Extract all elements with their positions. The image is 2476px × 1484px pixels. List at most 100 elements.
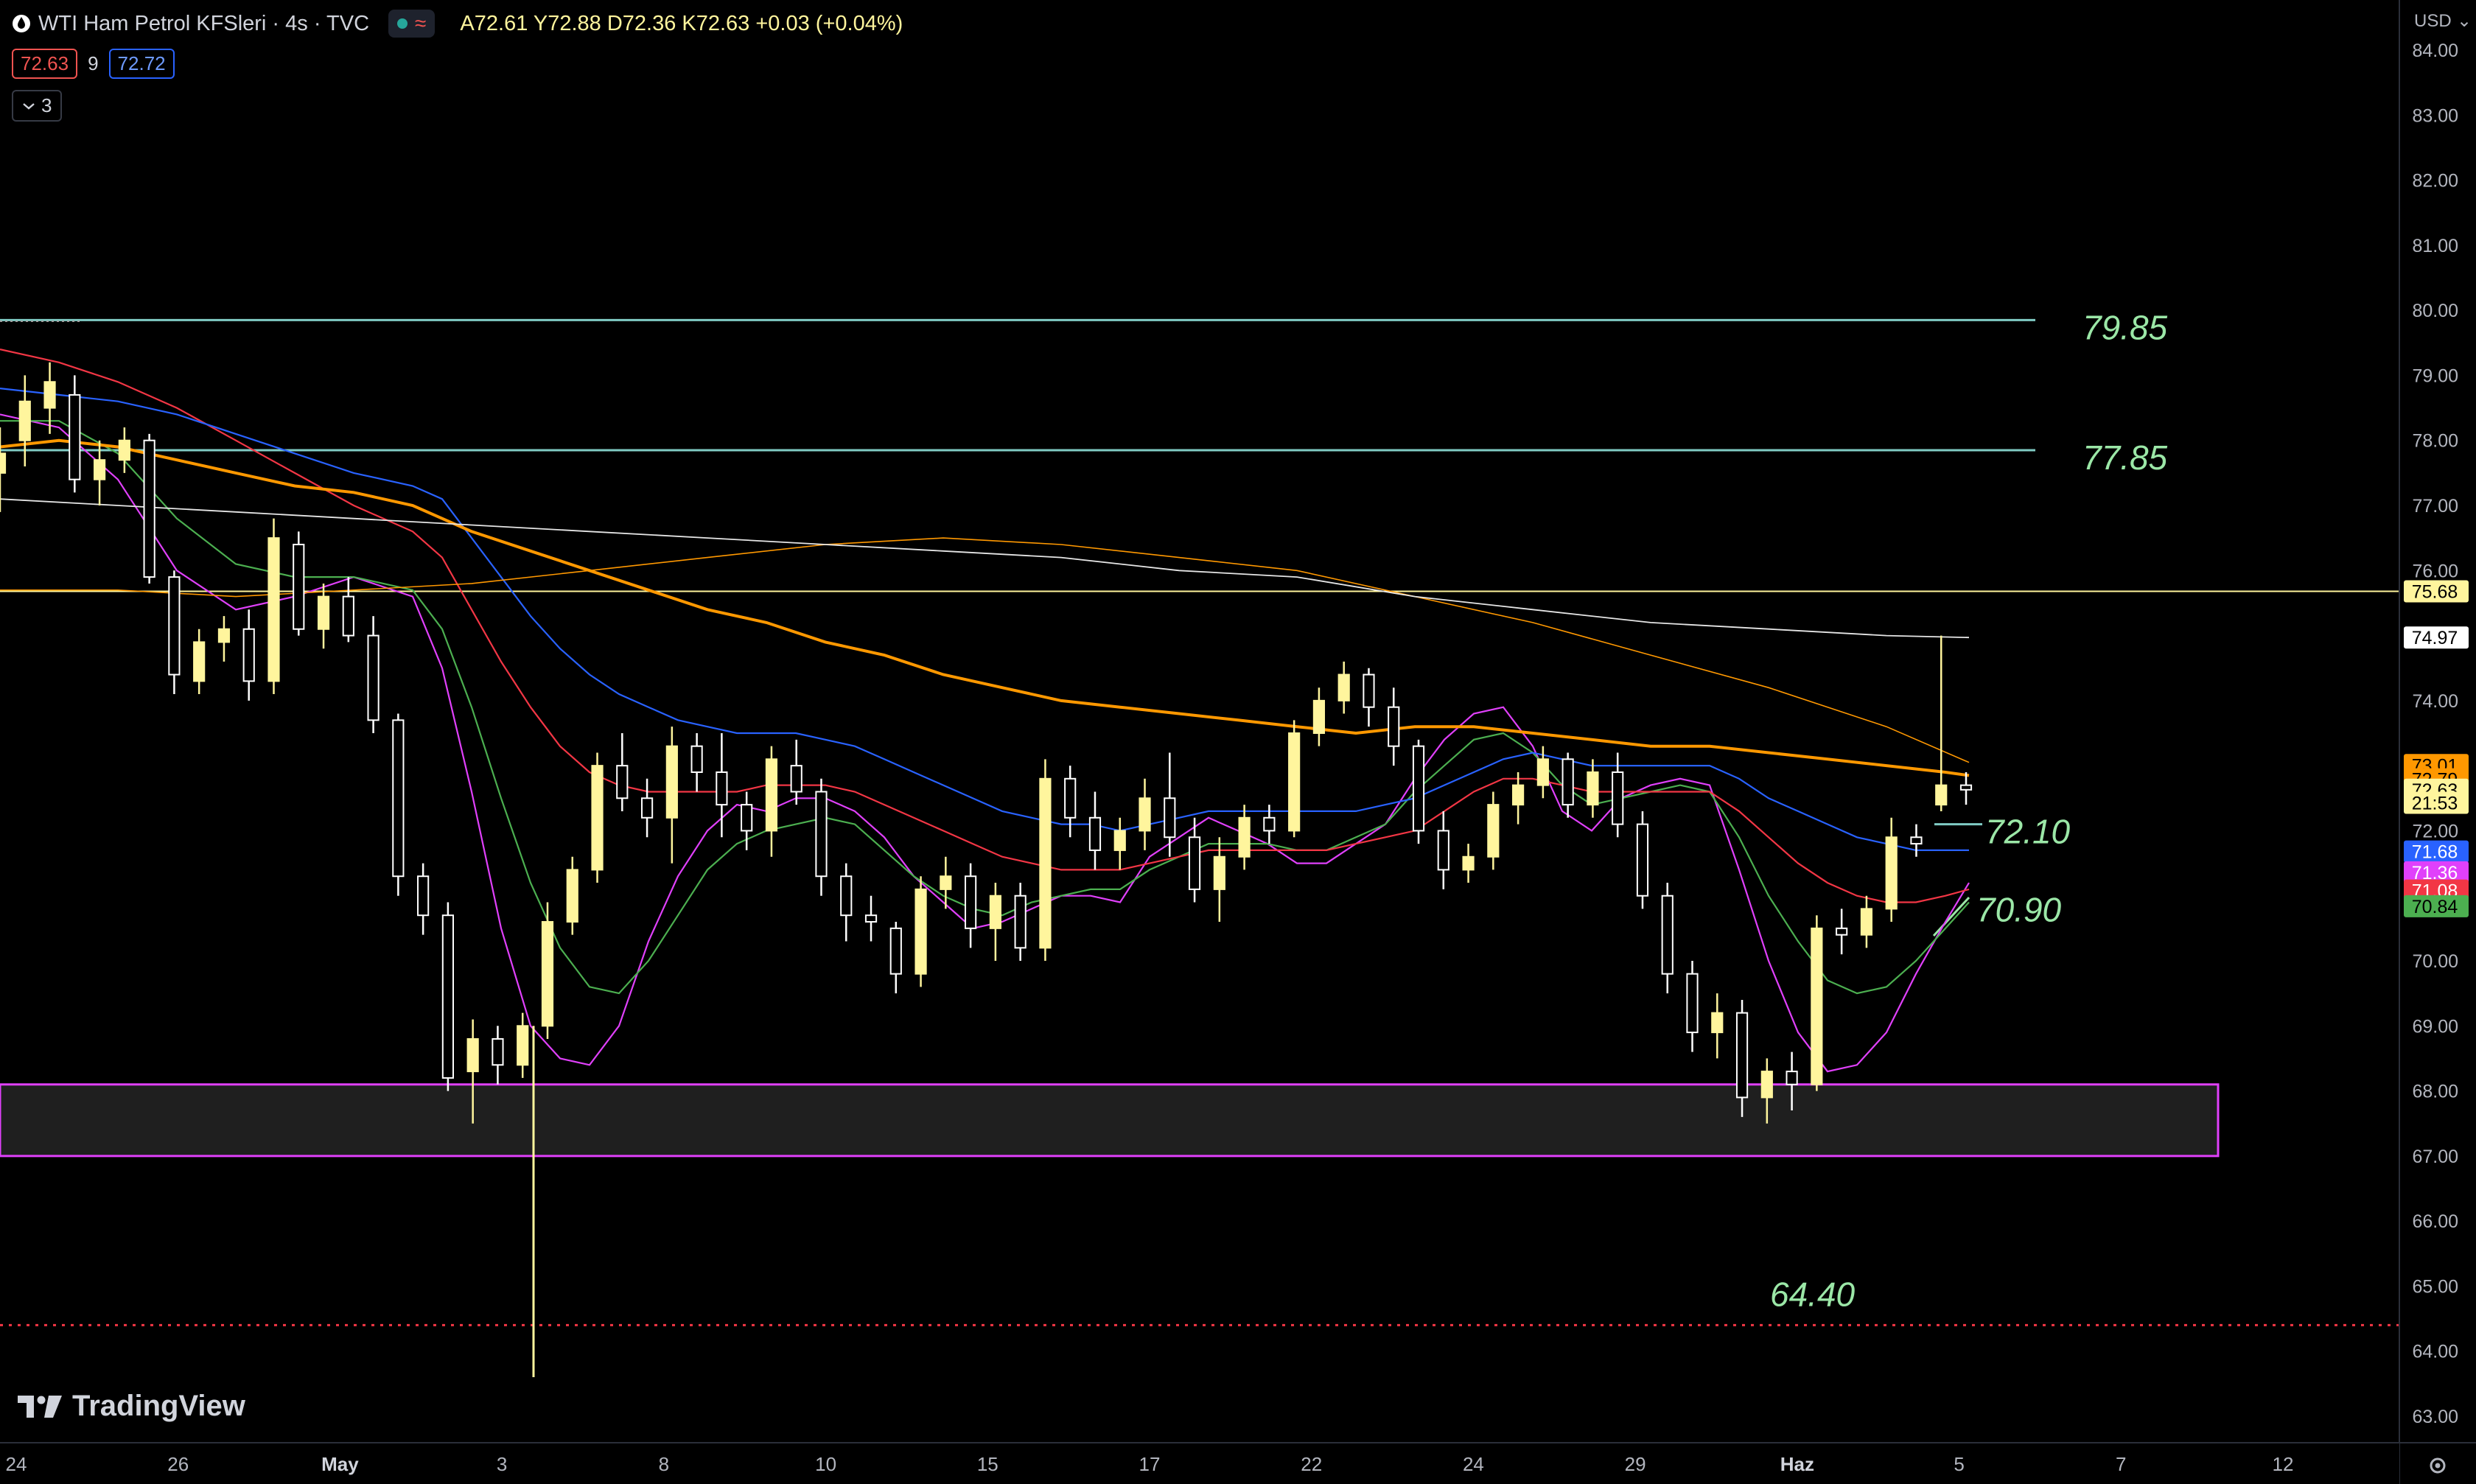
candle[interactable] (293, 543, 305, 630)
price-badge[interactable] (2404, 840, 2469, 863)
candle[interactable] (1786, 1071, 1798, 1085)
moving-average-line-6[interactable] (0, 537, 1970, 763)
candle[interactable] (417, 875, 430, 917)
candle[interactable] (517, 1025, 529, 1066)
candle[interactable] (840, 875, 853, 917)
candle[interactable] (43, 381, 56, 409)
candle[interactable] (989, 895, 1001, 929)
candle[interactable] (616, 765, 629, 799)
candle[interactable] (965, 875, 977, 929)
tradingview-logo[interactable]: TradingView (16, 1390, 245, 1423)
candle[interactable] (168, 576, 181, 676)
candle[interactable] (242, 628, 255, 682)
candle[interactable] (1164, 797, 1176, 839)
candle[interactable] (690, 745, 703, 773)
candle[interactable] (1686, 973, 1699, 1034)
candle[interactable] (1760, 1071, 1773, 1099)
candle[interactable] (1088, 816, 1102, 851)
candle[interactable] (492, 1037, 504, 1066)
candle[interactable] (1636, 823, 1649, 897)
candle[interactable] (342, 595, 354, 637)
candle[interactable] (1064, 777, 1077, 819)
candle[interactable] (1587, 771, 1599, 806)
candle[interactable] (665, 745, 678, 819)
buy-price-button[interactable]: 72.72 (108, 49, 175, 79)
candle[interactable] (1412, 745, 1425, 832)
candle[interactable] (541, 921, 554, 1027)
candle[interactable] (1735, 1012, 1749, 1099)
candle[interactable] (1337, 673, 1350, 701)
candle[interactable] (1388, 706, 1400, 747)
candle[interactable] (1437, 830, 1449, 871)
candle[interactable] (18, 400, 31, 441)
moving-average-line-7[interactable] (0, 498, 1970, 639)
candle[interactable] (1836, 927, 1848, 936)
candle[interactable] (1661, 895, 1674, 975)
candle[interactable] (1188, 836, 1201, 890)
symbol-header[interactable]: WTI Ham Petrol KFSleri · 4s · TVC ≈ A72.… (12, 7, 903, 40)
candle[interactable] (1512, 784, 1525, 806)
candle[interactable] (441, 914, 454, 1079)
price-badge[interactable] (2404, 580, 2469, 603)
candle[interactable] (566, 869, 578, 923)
candle[interactable] (267, 537, 280, 682)
price-axis[interactable] (2399, 0, 2476, 1484)
candle[interactable] (0, 452, 7, 474)
candle[interactable] (1860, 908, 1873, 936)
candle[interactable] (317, 595, 330, 630)
candle[interactable] (1363, 673, 1375, 708)
candle[interactable] (765, 758, 778, 832)
candle[interactable] (392, 719, 405, 878)
candle[interactable] (741, 804, 753, 832)
symbol-title[interactable]: WTI Ham Petrol KFSleri · 4s · TVC (38, 11, 370, 35)
time-axis[interactable] (0, 1443, 2399, 1484)
candle[interactable] (1536, 758, 1549, 786)
candle[interactable] (1612, 771, 1624, 825)
candle[interactable] (1885, 836, 1898, 910)
candle[interactable] (1910, 836, 1923, 845)
candle[interactable] (716, 771, 728, 806)
candle[interactable] (69, 393, 81, 480)
candle[interactable] (193, 641, 206, 682)
candle[interactable] (940, 875, 952, 890)
candle[interactable] (889, 927, 902, 975)
candle[interactable] (815, 791, 828, 878)
candle[interactable] (118, 439, 130, 461)
moving-average-line-1[interactable] (0, 413, 1970, 1073)
market-status-badge[interactable]: ≈ (388, 10, 436, 38)
candle[interactable] (143, 439, 155, 578)
candle[interactable] (591, 765, 604, 871)
price-badge[interactable] (2404, 895, 2469, 917)
candle[interactable] (1288, 732, 1301, 832)
candle[interactable] (1213, 855, 1225, 890)
candle[interactable] (1039, 777, 1052, 949)
price-badge[interactable] (2404, 861, 2469, 883)
candle[interactable] (790, 765, 802, 793)
candle[interactable] (217, 628, 231, 643)
candle[interactable] (1487, 804, 1500, 858)
price-badge[interactable] (2404, 626, 2469, 649)
candle[interactable] (864, 914, 878, 923)
moving-average-line-2[interactable] (0, 420, 1970, 995)
indicators-toggle[interactable]: 3 (12, 90, 63, 122)
candle[interactable] (1014, 895, 1027, 949)
price-badge[interactable] (2404, 791, 2469, 814)
support-zone[interactable] (0, 1083, 2220, 1158)
sell-price-button[interactable]: 72.63 (12, 49, 78, 79)
candle[interactable] (1811, 927, 1823, 1085)
candle[interactable] (1312, 699, 1326, 734)
candle[interactable] (367, 634, 380, 721)
candle[interactable] (1562, 758, 1574, 806)
candle[interactable] (1711, 1012, 1724, 1034)
moving-average-line-5[interactable] (0, 438, 1970, 777)
candle[interactable] (93, 459, 106, 480)
chart-settings-button[interactable] (2399, 1447, 2476, 1484)
candle[interactable] (1113, 830, 1126, 851)
candle[interactable] (1462, 855, 1475, 871)
candle[interactable] (1935, 784, 1948, 806)
candle[interactable] (1139, 797, 1151, 832)
candle[interactable] (914, 888, 927, 975)
candle[interactable] (466, 1037, 479, 1073)
candle[interactable] (640, 797, 654, 819)
